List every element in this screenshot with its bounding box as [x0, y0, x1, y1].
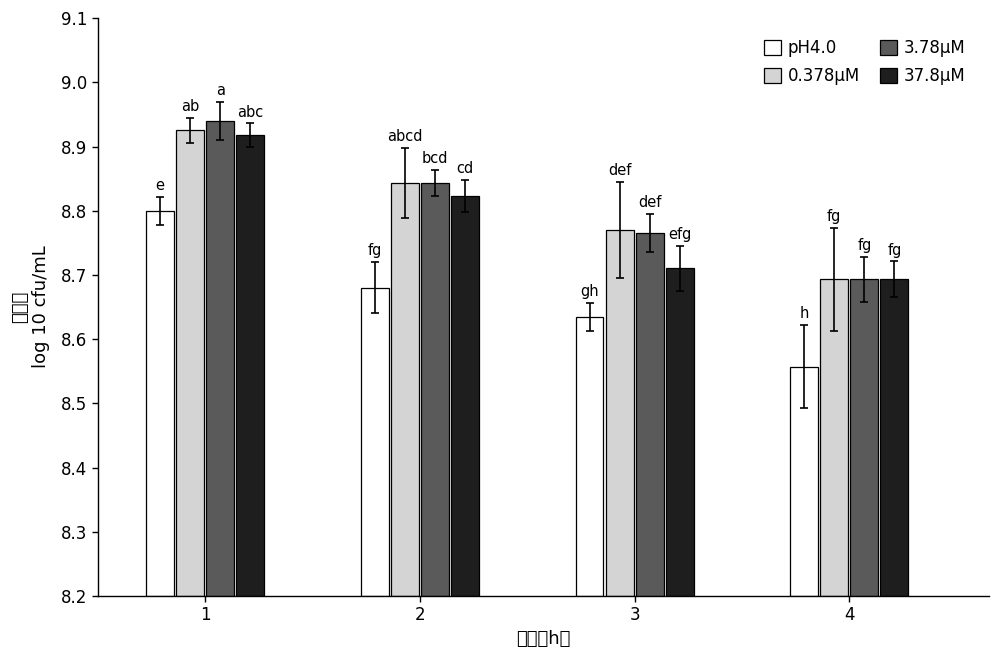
- Text: abc: abc: [237, 105, 263, 119]
- Text: def: def: [638, 195, 661, 210]
- Bar: [146, 211, 174, 596]
- Text: fg: fg: [887, 243, 902, 258]
- Text: def: def: [608, 163, 631, 178]
- Bar: [576, 316, 603, 596]
- Bar: [850, 279, 878, 596]
- Bar: [880, 279, 908, 596]
- Text: cd: cd: [456, 161, 474, 176]
- Bar: [206, 121, 234, 596]
- Text: bcd: bcd: [422, 152, 448, 167]
- Bar: [176, 130, 204, 596]
- Bar: [451, 196, 479, 596]
- Bar: [636, 233, 664, 596]
- Text: efg: efg: [668, 227, 691, 242]
- Legend: pH4.0, 0.378μM, 3.78μM, 37.8μM: pH4.0, 0.378μM, 3.78μM, 37.8μM: [758, 32, 972, 92]
- Bar: [606, 230, 634, 596]
- Bar: [391, 183, 419, 596]
- Bar: [790, 366, 818, 596]
- Text: gh: gh: [580, 283, 599, 299]
- Bar: [666, 268, 694, 596]
- Text: fg: fg: [857, 238, 872, 253]
- Text: h: h: [800, 306, 809, 321]
- Bar: [421, 183, 449, 596]
- X-axis label: 时间（h）: 时间（h）: [516, 630, 571, 648]
- Text: ab: ab: [181, 99, 199, 114]
- Text: e: e: [156, 178, 165, 192]
- Bar: [820, 279, 848, 596]
- Y-axis label: 存活数
log 10 cfu/mL: 存活数 log 10 cfu/mL: [11, 246, 50, 368]
- Bar: [236, 135, 264, 596]
- Text: a: a: [216, 83, 225, 98]
- Text: abcd: abcd: [387, 129, 423, 144]
- Text: fg: fg: [827, 209, 841, 224]
- Bar: [361, 288, 389, 596]
- Text: fg: fg: [368, 243, 382, 258]
